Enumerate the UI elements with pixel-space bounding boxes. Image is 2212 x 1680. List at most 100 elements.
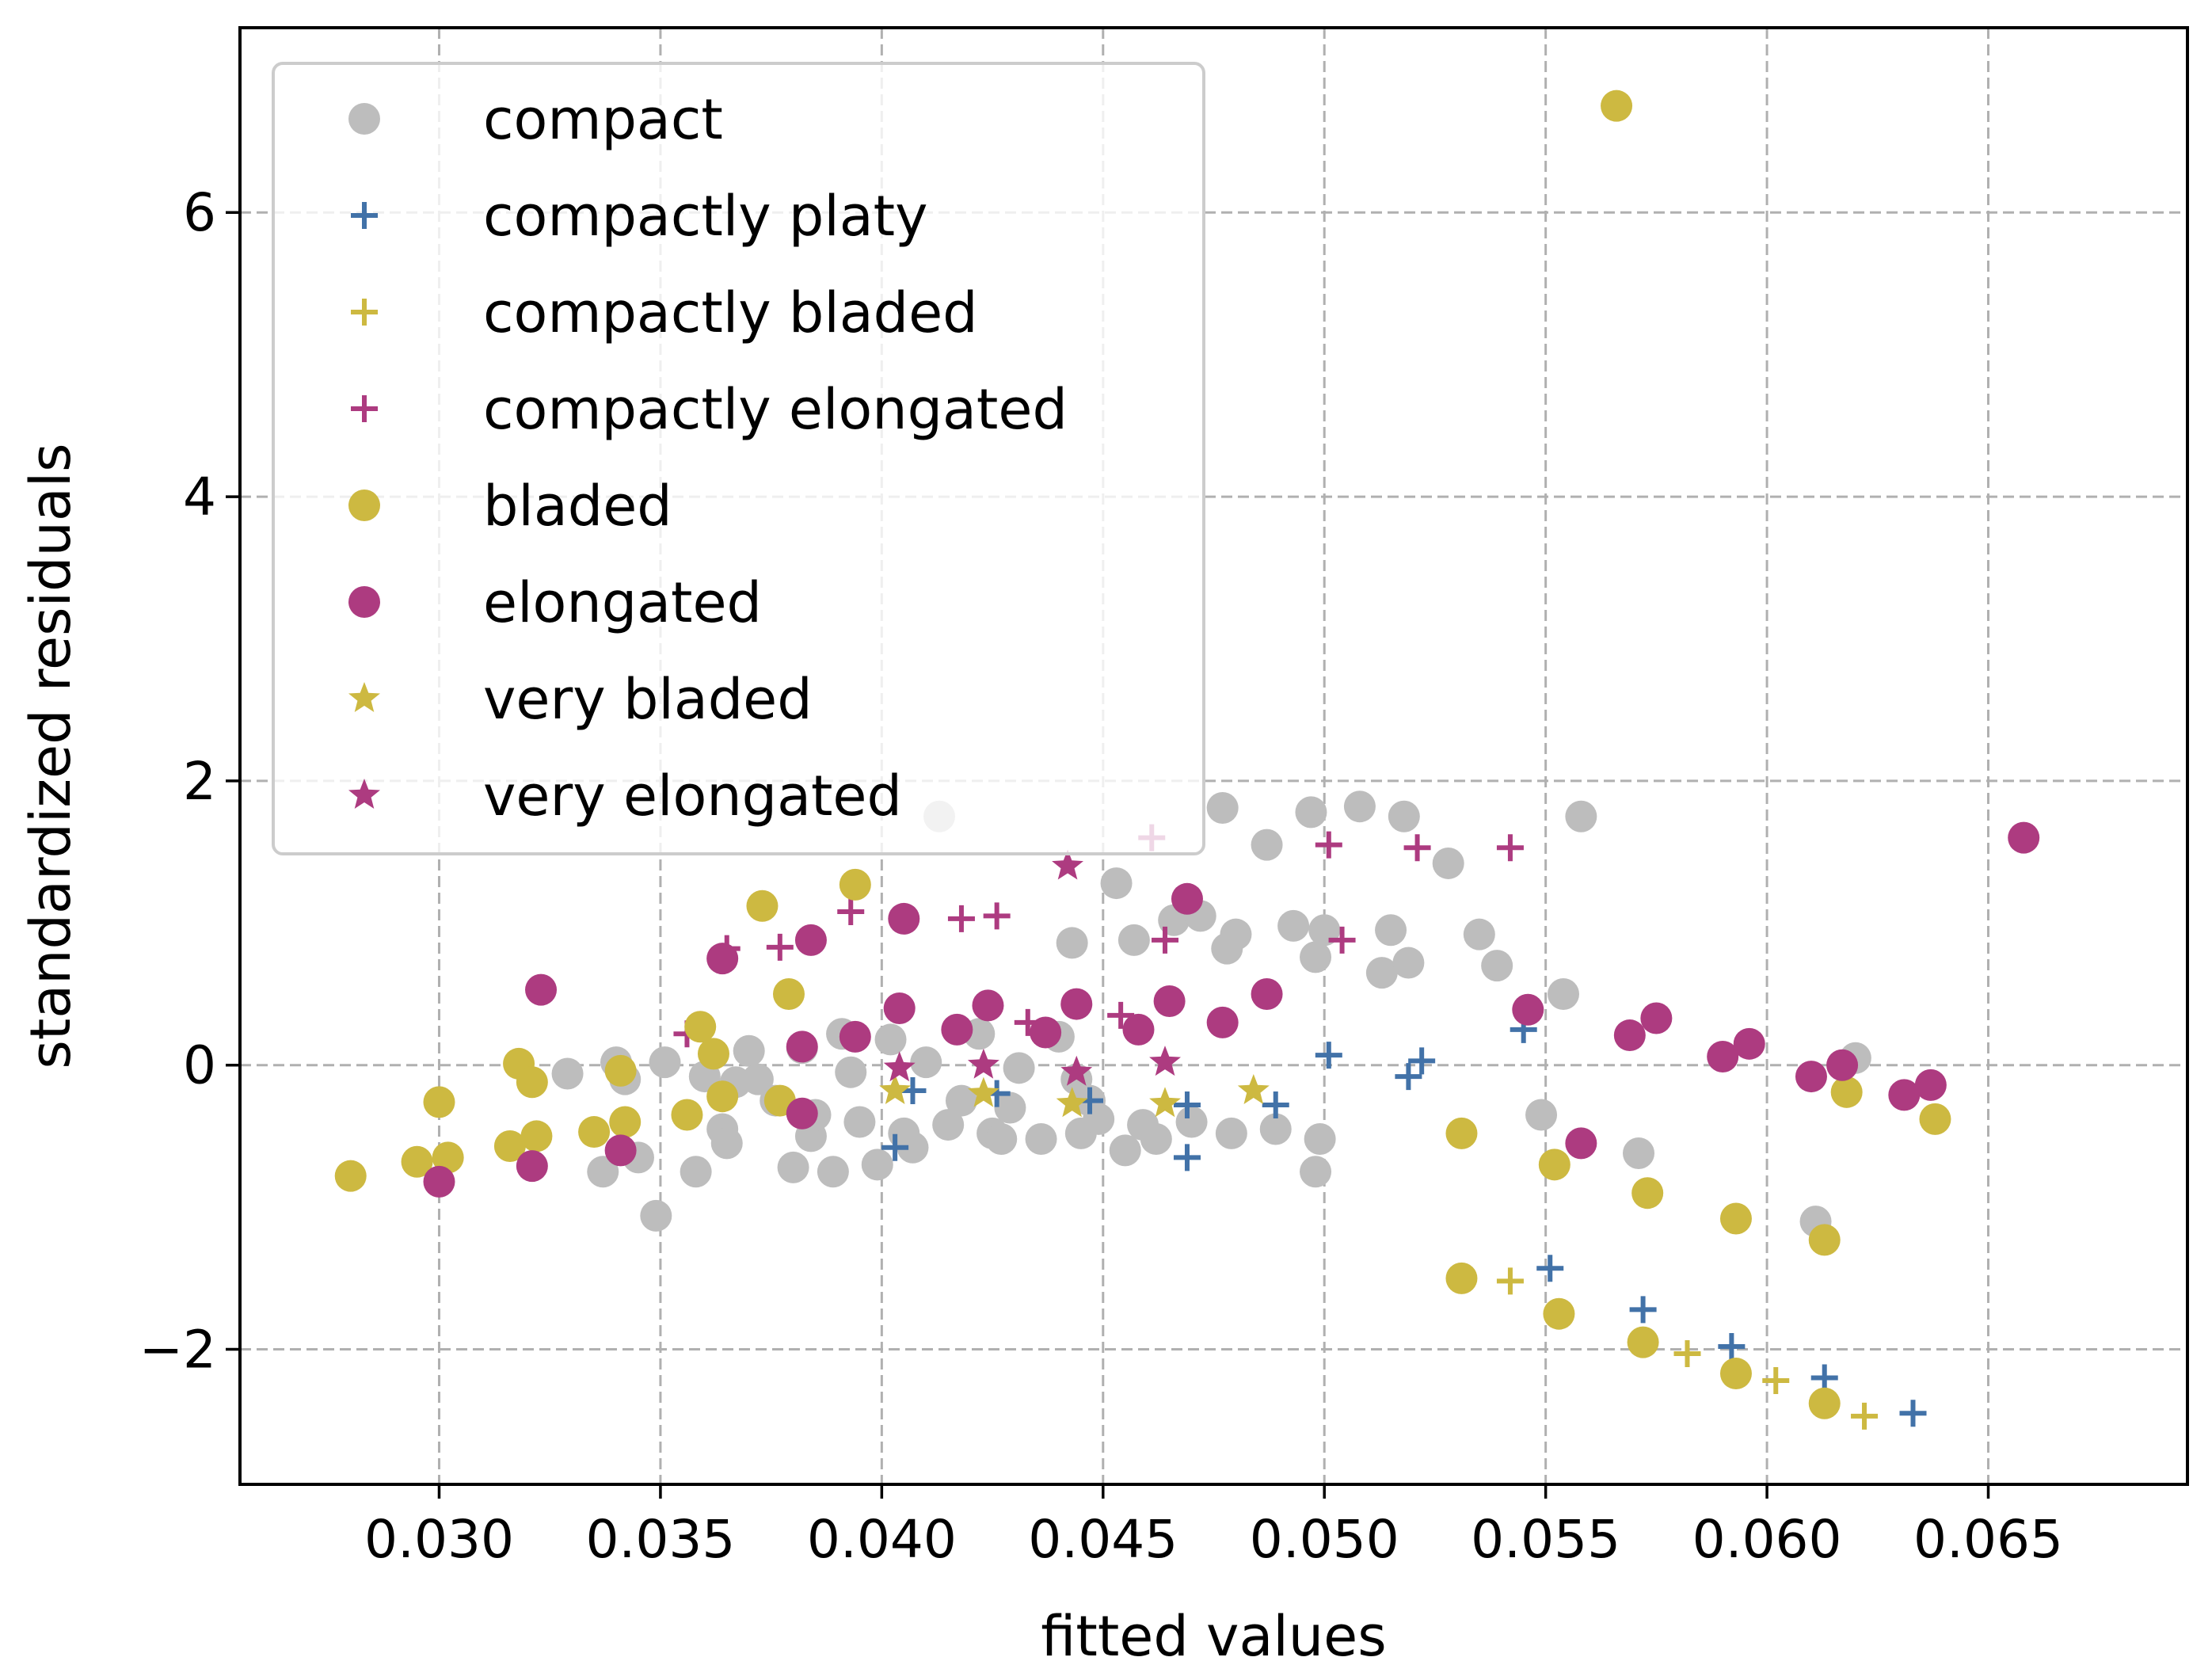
data-point [967, 1076, 999, 1107]
data-point [1251, 978, 1283, 1011]
data-point [881, 1133, 909, 1161]
data-point [1496, 1267, 1524, 1295]
data-point [710, 1127, 743, 1160]
legend-marker [348, 682, 380, 712]
data-point [1175, 1106, 1208, 1138]
data-point [879, 1074, 912, 1104]
legend-entry: very bladed [348, 667, 813, 732]
data-point [334, 1160, 367, 1192]
data-point [1565, 1127, 1597, 1160]
data-point [861, 1149, 893, 1181]
data-point [1295, 796, 1327, 829]
data-point [1100, 867, 1133, 900]
data-point [839, 868, 871, 901]
data-point [1109, 1134, 1141, 1167]
data-point [777, 1151, 809, 1183]
data-point [897, 1131, 929, 1164]
legend-label: compactly elongated [483, 377, 1068, 442]
data-point [1445, 1117, 1478, 1149]
legend: compact compactly platy compactly bladed co… [272, 62, 1205, 855]
data-point [1762, 1367, 1790, 1395]
data-point [1463, 918, 1495, 950]
data-point [1315, 1042, 1342, 1069]
data-point [1810, 1364, 1838, 1392]
data-point [1631, 1177, 1664, 1210]
data-point [493, 1130, 526, 1162]
data-point [2008, 821, 2040, 854]
legend-marker [351, 395, 378, 422]
data-point [1851, 1402, 1879, 1430]
y-axis: −2 0 2 4 6 [139, 182, 240, 1381]
data-point [604, 1134, 637, 1167]
data-point [1237, 1074, 1270, 1104]
data-point [1206, 791, 1239, 824]
legend-marker [348, 490, 380, 521]
legend-entry: bladed [348, 474, 672, 539]
data-point [1173, 1091, 1201, 1118]
data-point [941, 1013, 973, 1046]
legend-entry: elongated [348, 570, 762, 635]
data-point [883, 1051, 916, 1082]
data-point [733, 1034, 765, 1067]
data-point [1392, 947, 1425, 979]
data-point [1060, 988, 1093, 1020]
plot-frame [238, 26, 2189, 1486]
data-point [994, 1091, 1026, 1124]
data-point [972, 989, 1004, 1022]
legend-label: elongated [483, 570, 762, 635]
data-point [520, 1120, 553, 1152]
data-point [835, 1056, 867, 1088]
data-point [423, 1165, 455, 1198]
data-point [947, 905, 975, 932]
data-point [817, 1156, 849, 1188]
data-point [786, 1030, 818, 1063]
series-very-elongated [883, 849, 1181, 1086]
legend-marker [348, 586, 380, 618]
x-tick-label: 0.040 [807, 1509, 957, 1570]
data-point [1919, 1103, 1951, 1135]
legend-entry: compactly elongated [351, 377, 1068, 442]
data-point [1140, 1123, 1172, 1156]
data-point [1496, 834, 1524, 862]
data-point [551, 1057, 584, 1090]
legend-label: very bladed [483, 667, 813, 732]
data-point [1056, 927, 1088, 959]
x-tick-label: 0.060 [1692, 1509, 1842, 1570]
data-point [1206, 1006, 1239, 1038]
data-point [1673, 1339, 1701, 1367]
data-point [888, 902, 920, 935]
data-point [1056, 1087, 1088, 1118]
data-point [1003, 1052, 1035, 1084]
data-point [741, 1063, 774, 1095]
x-tick-label: 0.045 [1028, 1509, 1178, 1570]
data-point [516, 1150, 548, 1183]
x-tick-label: 0.065 [1913, 1509, 2063, 1570]
data-point [1251, 829, 1283, 861]
data-point [1171, 882, 1203, 915]
data-point [1403, 834, 1431, 862]
data-point [1060, 1055, 1093, 1086]
legend-label: compact [483, 87, 723, 152]
data-point [1512, 993, 1544, 1026]
data-point [684, 1011, 717, 1043]
x-tick-label: 0.030 [364, 1509, 514, 1570]
data-point [1173, 1144, 1201, 1171]
data-point [609, 1106, 642, 1138]
data-point [1117, 924, 1150, 956]
data-point [1365, 957, 1398, 989]
data-point [1343, 790, 1376, 823]
data-point [432, 1141, 464, 1174]
data-point [1300, 941, 1332, 973]
y-tick-label: 2 [183, 751, 216, 812]
data-point [1122, 1013, 1155, 1046]
legend-label: compactly bladed [483, 280, 978, 345]
data-point [1304, 1123, 1336, 1156]
data-point [746, 890, 779, 922]
data-point [1808, 1387, 1841, 1419]
legend-marker [348, 103, 380, 135]
legend-label: bladed [483, 474, 672, 539]
data-point [649, 1046, 681, 1079]
data-point [837, 897, 865, 925]
data-point [983, 902, 1011, 930]
